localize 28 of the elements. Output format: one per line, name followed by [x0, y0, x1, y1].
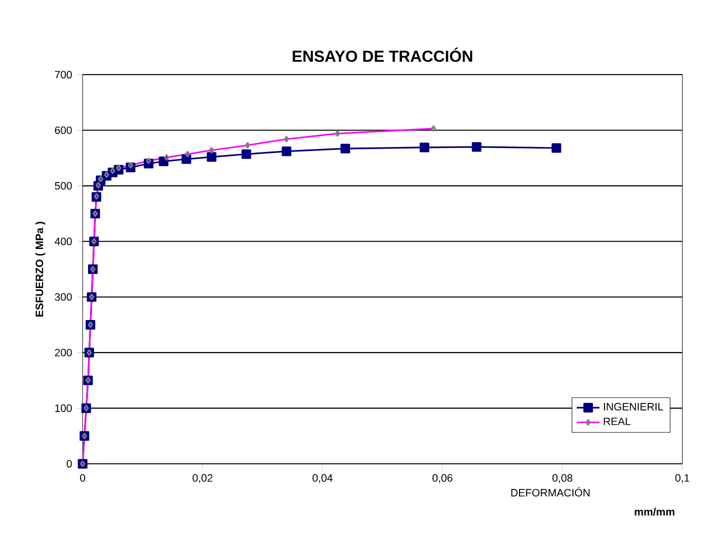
- point: [420, 142, 430, 152]
- y-tick-label: 0: [66, 460, 72, 468]
- point: [206, 152, 216, 162]
- y-tick-label: 700: [54, 70, 72, 78]
- legend-label: INGENIERIL: [604, 402, 664, 410]
- y-axis-title: ESFUERZO ( MPa ): [35, 222, 46, 316]
- x-tick-label: 0: [80, 474, 86, 482]
- y-tick-label: 400: [54, 238, 72, 246]
- y-tick-label: 300: [54, 293, 72, 301]
- y-tick-label: 600: [54, 126, 72, 134]
- point: [182, 154, 192, 164]
- point: [552, 143, 562, 153]
- legend-label: REAL: [604, 418, 630, 426]
- x-tick-label: 0,02: [192, 474, 212, 483]
- x-tick-label: 0,08: [552, 474, 572, 483]
- x-axis-title: DEFORMACIÓN: [511, 487, 590, 496]
- x-tick-label: 0,1: [675, 474, 690, 483]
- point: [340, 144, 350, 154]
- y-tick-label: 100: [55, 404, 72, 412]
- text: mm/mm: [634, 508, 674, 516]
- point: [282, 146, 292, 156]
- point: [242, 149, 252, 159]
- x-tick-label: 0,04: [312, 474, 333, 483]
- x-tick-label: 0,06: [432, 474, 452, 483]
- y-tick-label: 500: [54, 182, 72, 190]
- y-tick-label: 200: [54, 348, 72, 356]
- chart-title: ENSAYO DE TRACCIÓN: [292, 48, 472, 62]
- point: [472, 142, 482, 152]
